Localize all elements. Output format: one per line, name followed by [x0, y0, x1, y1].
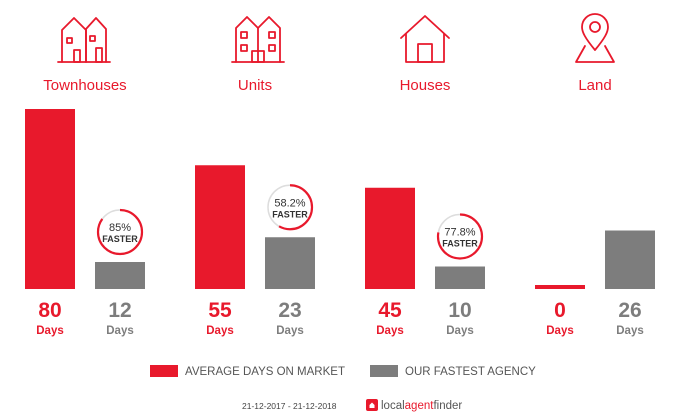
unit-townhouses-agency: Days: [106, 325, 134, 337]
units-icon: [231, 16, 285, 63]
category-label-units: Units: [238, 77, 272, 94]
brand-text-local: local: [381, 400, 405, 412]
bar-land-agency: [605, 230, 655, 289]
unit-land-agency: Days: [616, 325, 644, 337]
category-label-townhouses: Townhouses: [43, 77, 126, 94]
value-houses-agency: 10: [448, 299, 471, 322]
legend-agency-swatch: [370, 365, 398, 377]
unit-houses-agency: Days: [446, 325, 474, 337]
bar-houses-market: [365, 187, 415, 289]
value-land-market: 0: [554, 299, 566, 322]
badge-progress-arc: [96, 208, 144, 256]
footer: 21-12-2017 - 21-12-2018 localagentfinder: [242, 399, 462, 412]
unit-units-agency: Days: [276, 325, 304, 337]
faster-badge-houses: 77.8%FASTER: [436, 213, 484, 260]
badge-progress-arc: [266, 184, 314, 231]
unit-townhouses-market: Days: [36, 325, 64, 337]
legend-agency-label: OUR FASTEST AGENCY: [405, 366, 536, 378]
badge-percent: 85%: [109, 222, 131, 234]
unit-units-market: Days: [206, 325, 234, 337]
badge-percent: 77.8%: [444, 227, 475, 239]
bar-houses-agency: [435, 266, 485, 289]
badge-faster-label: FASTER: [272, 209, 308, 219]
legend-market-swatch: [150, 365, 178, 377]
land-pin-icon: [575, 13, 615, 63]
category-label-houses: Houses: [400, 77, 451, 94]
faster-badge-townhouses: 85%FASTER: [96, 208, 144, 256]
townhouse-icon: [57, 17, 111, 63]
value-land-agency: 26: [618, 299, 641, 322]
unit-houses-market: Days: [376, 325, 404, 337]
category-labels: Townhouses Units Houses Land: [43, 77, 611, 94]
svg-text:localagentfinder: localagentfinder: [381, 400, 462, 412]
bar-units-market: [195, 165, 245, 289]
brand-logo: localagentfinder: [366, 399, 462, 412]
value-units-agency: 23: [278, 299, 301, 322]
date-range: 21-12-2017 - 21-12-2018: [242, 401, 337, 411]
badge-faster-label: FASTER: [442, 239, 478, 249]
badge-percent: 58.2%: [274, 197, 305, 209]
bar-land-market: [535, 285, 585, 289]
bars: [25, 109, 655, 289]
value-townhouses-market: 80: [38, 299, 61, 322]
value-townhouses-agency: 12: [108, 299, 131, 322]
bar-units-agency: [265, 237, 315, 289]
unit-land-market: Days: [546, 325, 574, 337]
value-units-market: 55: [208, 299, 232, 322]
value-labels: 80 Days 12 Days 55 Days 23 Days 45 Days 10 Days 0 Day…: [36, 299, 644, 337]
legend-market-label: AVERAGE DAYS ON MARKET: [185, 366, 345, 378]
category-icons: [57, 13, 615, 63]
bar-townhouses-market: [25, 109, 75, 289]
house-icon: [400, 15, 450, 63]
value-houses-market: 45: [378, 299, 402, 322]
faster-badge-units: 58.2%FASTER: [266, 184, 314, 231]
brand-text-agent: agent: [405, 400, 435, 412]
category-label-land: Land: [578, 77, 611, 94]
bar-townhouses-agency: [95, 262, 145, 289]
badge-progress-arc: [436, 213, 484, 260]
badge-faster-label: FASTER: [102, 234, 138, 244]
legend: AVERAGE DAYS ON MARKET OUR FASTEST AGENCY: [150, 365, 536, 378]
brand-text-finder: finder: [433, 400, 462, 412]
